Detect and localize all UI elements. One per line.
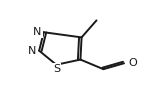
Text: N: N (33, 27, 42, 37)
Text: N: N (28, 46, 37, 56)
Text: O: O (128, 58, 137, 68)
Text: S: S (53, 64, 60, 74)
